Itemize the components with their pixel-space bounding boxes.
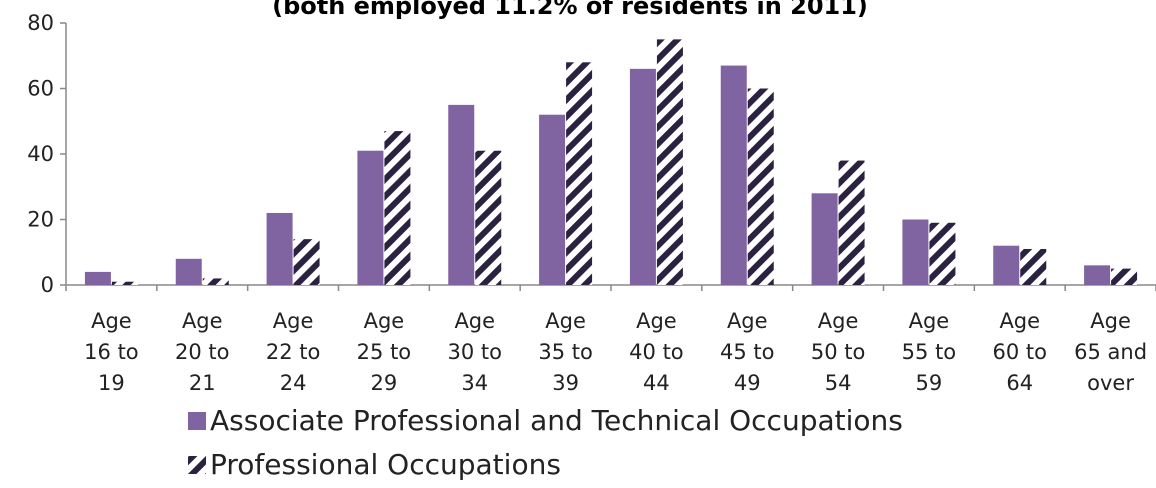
chart-title: (both employed 11.2% of residents in 201… (272, 0, 868, 20)
bar-professional (929, 222, 956, 285)
bar-associate-professional (902, 219, 929, 285)
bars (84, 39, 1138, 285)
bar-professional (111, 281, 138, 285)
x-tick-label: Age 40 to 44 (629, 309, 683, 395)
x-tick-label: Age 60 to 64 (993, 309, 1047, 395)
x-tick-label: Age 65 and over (1074, 309, 1147, 395)
bar-professional (475, 150, 502, 285)
y-tick-label: 60 (27, 77, 54, 101)
bar-associate-professional (448, 104, 475, 285)
x-tick-label: Age 20 to 21 (175, 309, 229, 395)
x-tick-label: Age 22 to 24 (266, 309, 320, 395)
x-tick-label: Age 30 to 34 (448, 309, 502, 395)
bar-professional (1111, 268, 1138, 285)
legend-label: Professional Occupations (210, 448, 561, 481)
legend-label: Associate Professional and Technical Occ… (210, 404, 903, 437)
x-tick-label: Age 25 to 29 (357, 309, 411, 395)
bar-associate-professional (1084, 265, 1111, 285)
bar-associate-professional (266, 212, 293, 285)
bar-associate-professional (720, 65, 747, 285)
bar-associate-professional (811, 193, 838, 285)
x-tick-label: Age 55 to 59 (902, 309, 956, 395)
y-axis: 0 20 40 60 80 (27, 11, 67, 297)
bar-associate-professional (175, 258, 202, 285)
bar-professional (838, 160, 865, 285)
bar-associate-professional (84, 271, 111, 285)
bar-professional (202, 278, 229, 285)
bar-professional (656, 39, 683, 285)
x-tick-label: Age 35 to 39 (538, 309, 592, 395)
bar-professional (1020, 248, 1047, 285)
x-tick-label: Age 16 to 19 (84, 309, 138, 395)
bar-associate-professional (629, 68, 656, 285)
bar-associate-professional (539, 114, 566, 285)
bar-professional (293, 239, 320, 285)
bar-professional (566, 62, 593, 285)
x-axis: Age 16 to 19 Age 20 to 21 Age 22 to 24 Age 25 to 29… (65, 284, 1156, 395)
x-tick-label: Age 50 to 54 (811, 309, 865, 395)
bar-associate-professional (357, 150, 384, 285)
y-tick-label: 80 (27, 11, 54, 35)
y-tick-label: 0 (41, 273, 54, 297)
legend-swatch-professional (188, 456, 206, 474)
bar-professional (384, 131, 411, 285)
legend: Associate Professional and Technical Occ… (188, 404, 903, 481)
x-tick-label: Age 45 to 49 (720, 309, 774, 395)
legend-swatch-associate (188, 412, 206, 430)
bar-professional (747, 88, 774, 285)
bar-associate-professional (993, 245, 1020, 285)
y-tick-label: 20 (27, 208, 54, 232)
y-tick-label: 40 (27, 142, 54, 166)
